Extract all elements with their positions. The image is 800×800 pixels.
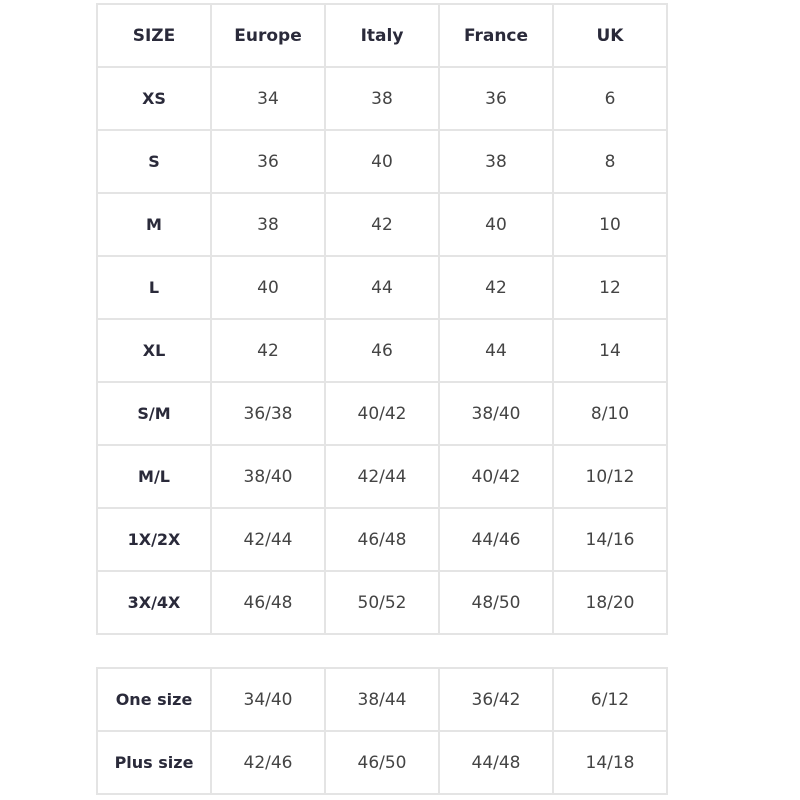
column-header: Europe bbox=[210, 3, 326, 68]
size-value-cell: 40/42 bbox=[324, 381, 440, 446]
size-value-cell: 34 bbox=[210, 66, 326, 131]
size-label-cell: One size bbox=[96, 667, 212, 732]
table-row: 1X/2X 42/44 46/48 44/46 14/16 bbox=[96, 507, 668, 572]
size-value-cell: 42/44 bbox=[210, 507, 326, 572]
column-header: France bbox=[438, 3, 554, 68]
table-row: M/L 38/40 42/44 40/42 10/12 bbox=[96, 444, 668, 509]
size-chart-table: SIZE Europe Italy France UK XS 34 38 36 6 S 36 40 38 8… bbox=[96, 3, 668, 635]
size-value-cell: 40 bbox=[438, 192, 554, 257]
extra-size-table: One size 34/40 38/44 36/42 6/12 Plus size 42/4… bbox=[96, 667, 668, 795]
size-value-cell: 40/42 bbox=[438, 444, 554, 509]
table-row: Plus size 42/46 46/50 44/48 14/18 bbox=[96, 730, 668, 795]
size-value-cell: 38 bbox=[210, 192, 326, 257]
size-label-cell: XS bbox=[96, 66, 212, 131]
size-label-cell: L bbox=[96, 255, 212, 320]
header-row: SIZE Europe Italy France UK bbox=[96, 3, 668, 68]
table-row: 3X/4X 46/48 50/52 48/50 18/20 bbox=[96, 570, 668, 635]
size-value-cell: 36 bbox=[210, 129, 326, 194]
size-value-cell: 38 bbox=[438, 129, 554, 194]
size-value-cell: 38/44 bbox=[324, 667, 440, 732]
size-value-cell: 12 bbox=[552, 255, 668, 320]
table-row: S/M 36/38 40/42 38/40 8/10 bbox=[96, 381, 668, 446]
size-value-cell: 18/20 bbox=[552, 570, 668, 635]
size-value-cell: 46/50 bbox=[324, 730, 440, 795]
size-value-cell: 46/48 bbox=[324, 507, 440, 572]
size-value-cell: 36/42 bbox=[438, 667, 554, 732]
size-value-cell: 14 bbox=[552, 318, 668, 383]
size-value-cell: 44/48 bbox=[438, 730, 554, 795]
size-value-cell: 36/38 bbox=[210, 381, 326, 446]
size-value-cell: 48/50 bbox=[438, 570, 554, 635]
size-value-cell: 44 bbox=[438, 318, 554, 383]
size-value-cell: 6/12 bbox=[552, 667, 668, 732]
column-header: Italy bbox=[324, 3, 440, 68]
size-value-cell: 10/12 bbox=[552, 444, 668, 509]
size-label-cell: M/L bbox=[96, 444, 212, 509]
size-value-cell: 44 bbox=[324, 255, 440, 320]
size-label-cell: 3X/4X bbox=[96, 570, 212, 635]
size-value-cell: 40 bbox=[324, 129, 440, 194]
table-row: One size 34/40 38/44 36/42 6/12 bbox=[96, 667, 668, 732]
size-value-cell: 38/40 bbox=[438, 381, 554, 446]
size-value-cell: 6 bbox=[552, 66, 668, 131]
size-value-cell: 8 bbox=[552, 129, 668, 194]
size-label-cell: M bbox=[96, 192, 212, 257]
table-row: S 36 40 38 8 bbox=[96, 129, 668, 194]
size-value-cell: 10 bbox=[552, 192, 668, 257]
size-value-cell: 46 bbox=[324, 318, 440, 383]
size-value-cell: 44/46 bbox=[438, 507, 554, 572]
table-row: L 40 44 42 12 bbox=[96, 255, 668, 320]
size-value-cell: 42 bbox=[324, 192, 440, 257]
size-value-cell: 36 bbox=[438, 66, 554, 131]
size-value-cell: 14/18 bbox=[552, 730, 668, 795]
size-value-cell: 42 bbox=[438, 255, 554, 320]
size-value-cell: 42/44 bbox=[324, 444, 440, 509]
size-value-cell: 38 bbox=[324, 66, 440, 131]
size-label-cell: Plus size bbox=[96, 730, 212, 795]
size-value-cell: 42/46 bbox=[210, 730, 326, 795]
size-value-cell: 14/16 bbox=[552, 507, 668, 572]
size-label-cell: S bbox=[96, 129, 212, 194]
size-value-cell: 42 bbox=[210, 318, 326, 383]
table-row: XS 34 38 36 6 bbox=[96, 66, 668, 131]
size-value-cell: 50/52 bbox=[324, 570, 440, 635]
size-label-cell: 1X/2X bbox=[96, 507, 212, 572]
column-header: SIZE bbox=[96, 3, 212, 68]
size-label-cell: XL bbox=[96, 318, 212, 383]
size-value-cell: 46/48 bbox=[210, 570, 326, 635]
size-label-cell: S/M bbox=[96, 381, 212, 446]
table-row: M 38 42 40 10 bbox=[96, 192, 668, 257]
size-value-cell: 34/40 bbox=[210, 667, 326, 732]
table-row: XL 42 46 44 14 bbox=[96, 318, 668, 383]
size-value-cell: 38/40 bbox=[210, 444, 326, 509]
size-value-cell: 8/10 bbox=[552, 381, 668, 446]
column-header: UK bbox=[552, 3, 668, 68]
size-value-cell: 40 bbox=[210, 255, 326, 320]
